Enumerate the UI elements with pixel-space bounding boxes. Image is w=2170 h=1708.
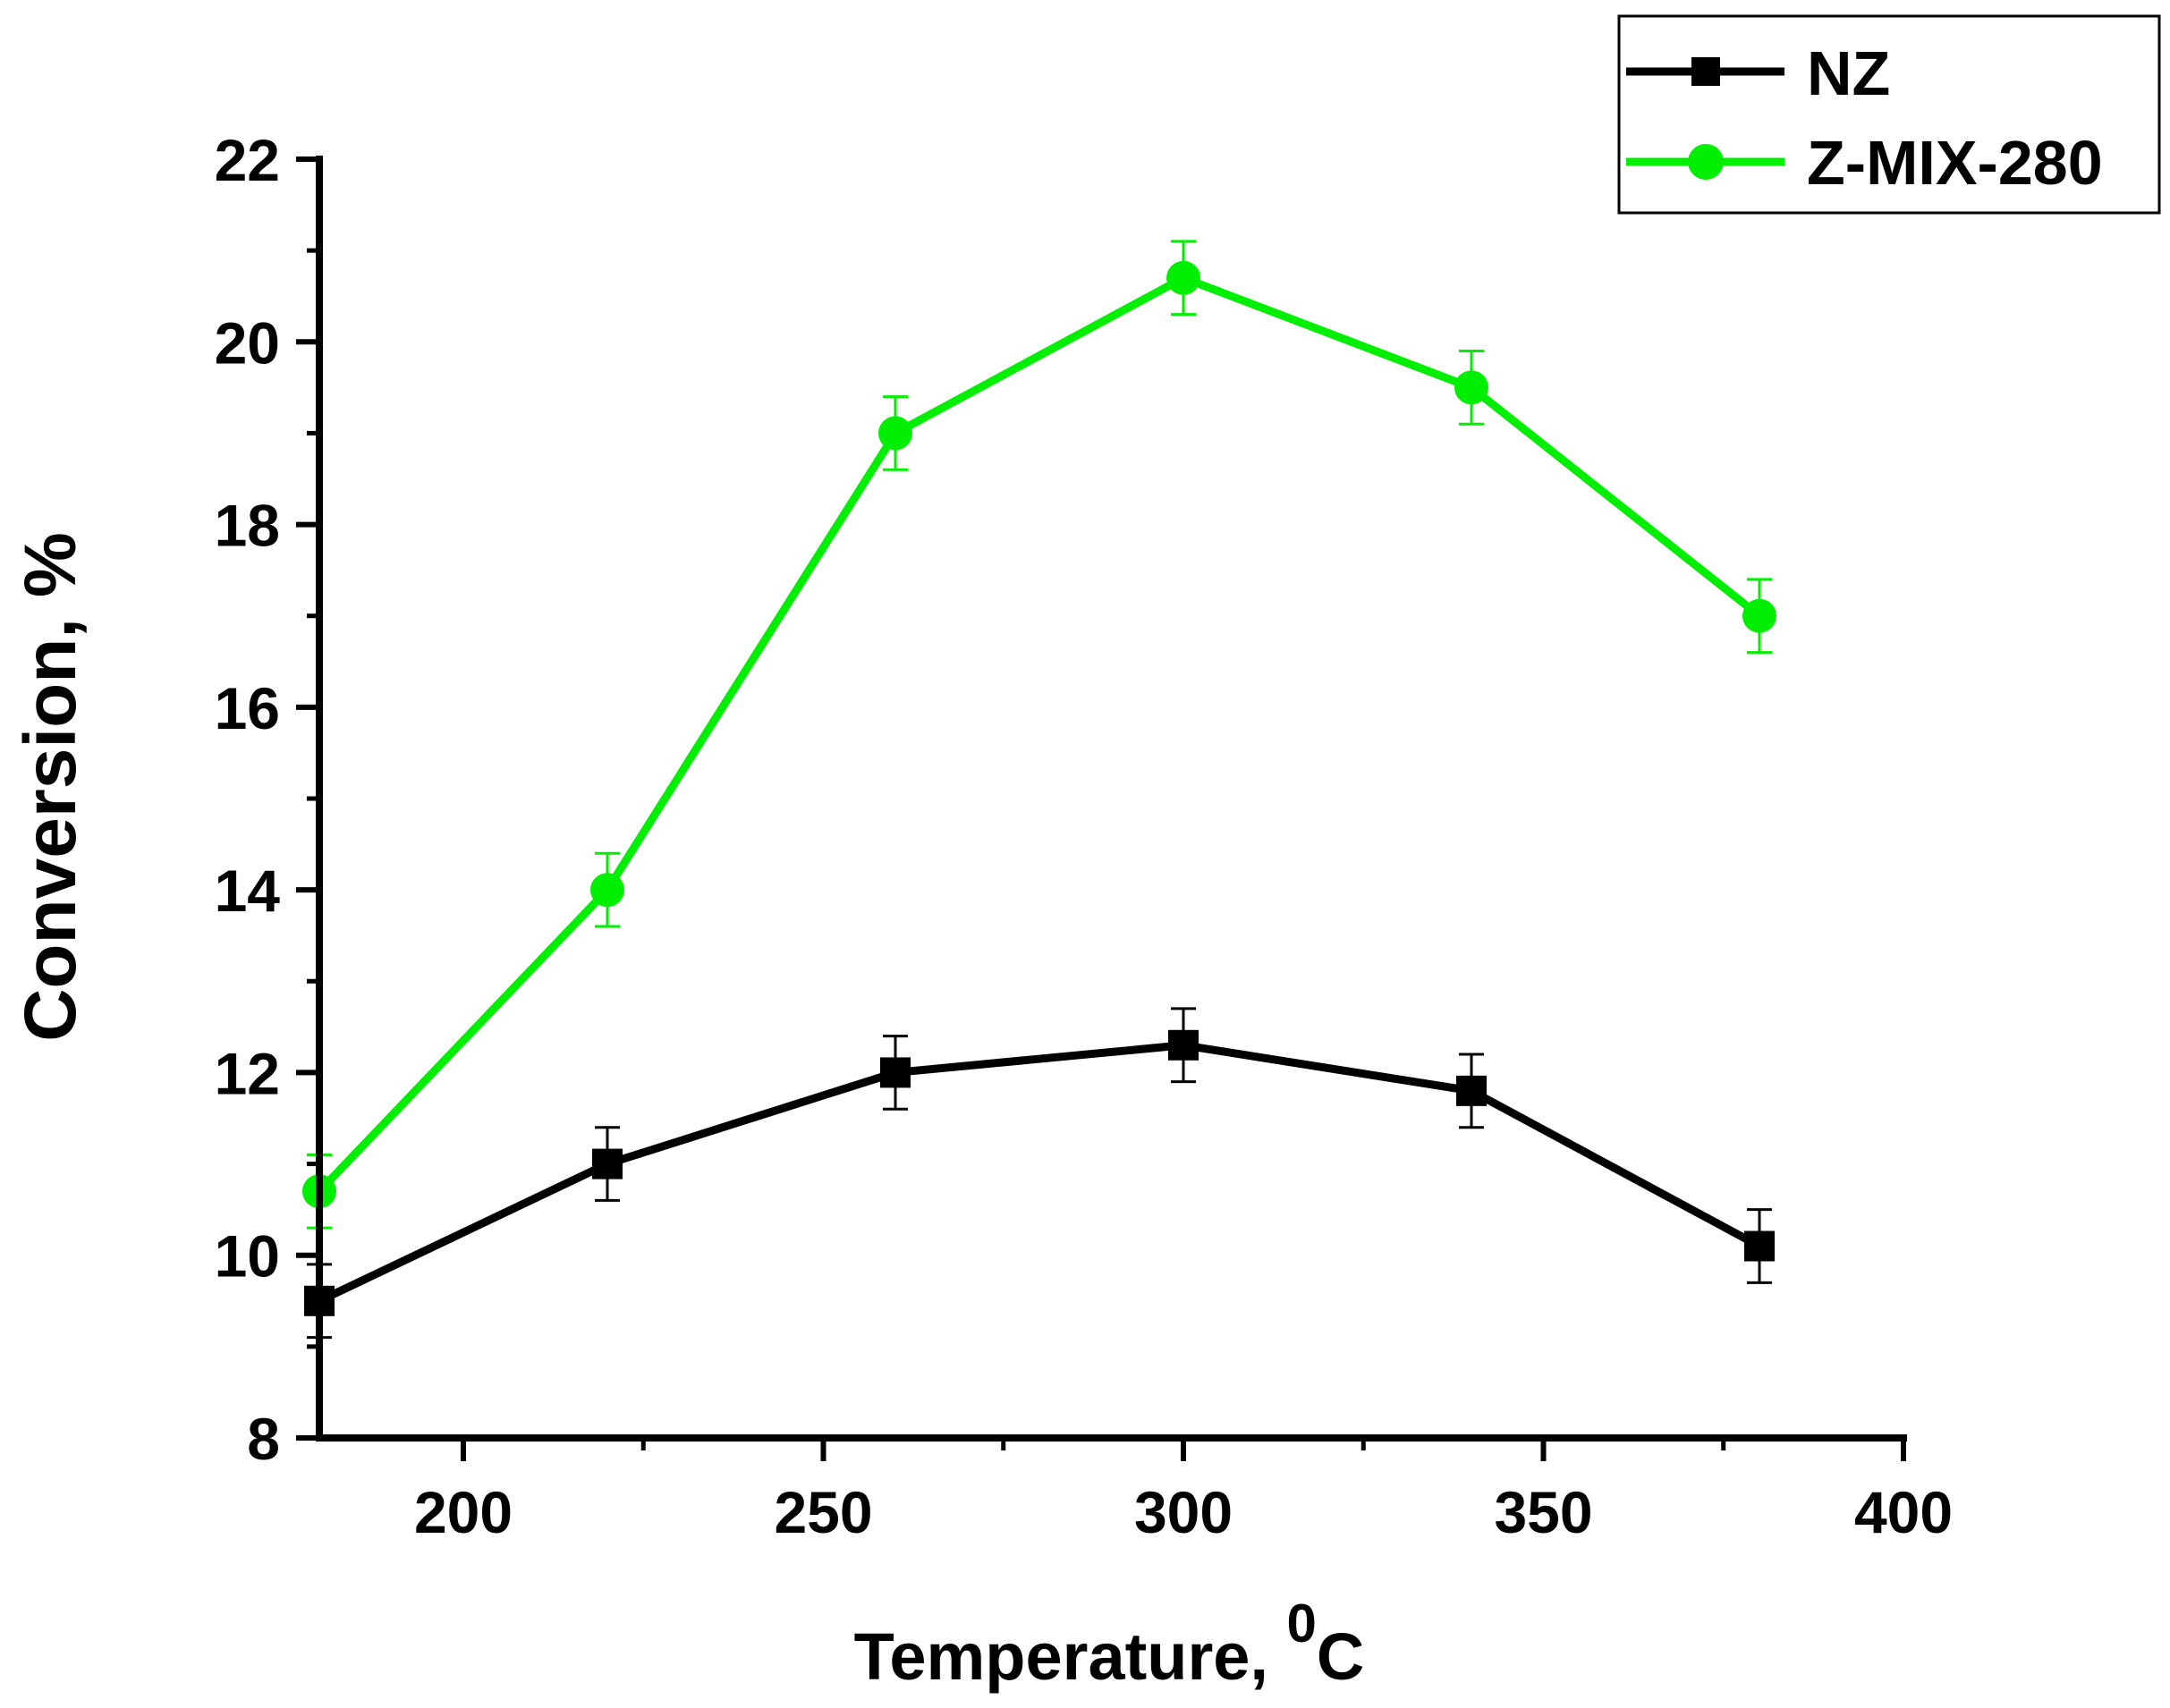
x-tick-label: 300: [1134, 1479, 1233, 1545]
y-tick-label: 20: [215, 309, 280, 376]
series-line: [318, 1041, 1762, 1305]
y-tick-label: 10: [215, 1223, 280, 1289]
y-axis-label: Conversion, %: [10, 532, 91, 1042]
y-tick-label: 16: [215, 675, 280, 741]
y-tick-label: 8: [247, 1406, 280, 1472]
data-point: [1456, 1075, 1487, 1106]
data-point: [590, 873, 624, 908]
x-tick-label: 400: [1854, 1479, 1953, 1545]
data-point: [1744, 1230, 1775, 1262]
x-axis-label-superscript: 0: [1287, 1594, 1317, 1653]
y-tick-label: 14: [215, 858, 281, 924]
data-point: [880, 1057, 911, 1088]
x-axis: 200 250 300 350 400: [316, 1434, 1953, 1545]
x-tick-label: 350: [1494, 1479, 1592, 1545]
x-tick-label: 200: [414, 1479, 513, 1545]
legend-box: [1617, 14, 2161, 215]
x-axis-label-unit: C: [1317, 1619, 1364, 1694]
data-point: [1454, 370, 1488, 405]
x-axis-label: Temperature, 0C: [854, 1594, 1365, 1694]
series-nz: [304, 1007, 1775, 1340]
data-point: [878, 416, 912, 451]
legend: NZ Z-MIX-280: [1617, 14, 2161, 215]
plot-area: [302, 240, 1776, 1340]
legend-label-zmix: Z-MIX-280: [1807, 128, 2103, 198]
x-tick-label: 250: [774, 1479, 872, 1545]
y-tick-label: 22: [215, 127, 280, 193]
legend-marker-zmix: [1688, 144, 1724, 180]
x-axis-label-text: Temperature,: [854, 1619, 1287, 1694]
data-point: [1168, 1029, 1199, 1061]
data-point: [1166, 260, 1200, 295]
series-z-mix-280: [302, 240, 1776, 1230]
y-tick-label: 12: [215, 1040, 280, 1106]
series-line: [316, 274, 1762, 1195]
data-point: [592, 1148, 623, 1180]
y-axis: 8 10 12 14 16 18 20 22: [215, 127, 323, 1472]
data-point: [1742, 598, 1776, 633]
legend-label-nz: NZ: [1807, 38, 1890, 108]
legend-marker-nz: [1691, 57, 1720, 86]
y-tick-label: 18: [215, 493, 280, 559]
